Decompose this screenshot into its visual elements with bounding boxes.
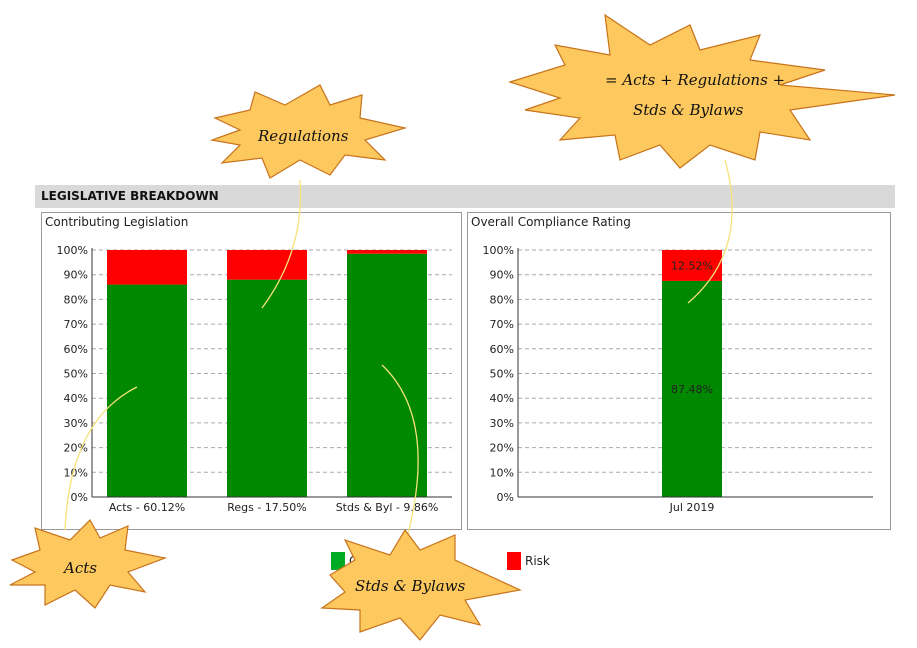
y-tick-label: 0% (497, 491, 514, 504)
bar-compliant (347, 253, 427, 497)
y-tick-label: 70% (64, 318, 88, 331)
y-tick-label: 80% (490, 293, 514, 306)
legend-swatch (507, 552, 521, 570)
y-tick-label: 20% (490, 442, 514, 455)
bar-risk (227, 250, 307, 280)
y-tick-label: 70% (490, 318, 514, 331)
y-tick-label: 10% (64, 466, 88, 479)
y-tick-label: 30% (64, 417, 88, 430)
y-tick-label: 0% (71, 491, 88, 504)
y-tick-label: 40% (490, 392, 514, 405)
y-tick-label: 90% (64, 269, 88, 282)
x-tick-label: Regs - 17.50% (227, 501, 307, 514)
data-label: 12.52% (671, 259, 713, 272)
chart-title: Overall Compliance Rating (471, 215, 631, 229)
y-tick-label: 50% (64, 368, 88, 381)
legend-compliant: C (331, 552, 357, 570)
x-tick-label: Stds & Byl - 9.86% (336, 501, 439, 514)
y-tick-label: 100% (483, 244, 514, 257)
y-tick-label: 60% (490, 343, 514, 356)
chart-title: Contributing Legislation (45, 215, 189, 229)
overall-compliance-panel: Overall Compliance Rating (467, 212, 891, 530)
legend-label: Risk (525, 554, 550, 568)
y-tick-label: 50% (490, 368, 514, 381)
y-tick-label: 20% (64, 442, 88, 455)
y-tick-label: 30% (490, 417, 514, 430)
data-label: 87.48% (671, 383, 713, 396)
y-tick-label: 80% (64, 293, 88, 306)
legend-label: C (349, 554, 358, 568)
section-header: LEGISLATIVE BREAKDOWN (35, 185, 895, 208)
legend-swatch (331, 552, 345, 570)
x-tick-label: Jul 2019 (669, 501, 715, 514)
bar-compliant (227, 279, 307, 497)
y-tick-label: 90% (490, 269, 514, 282)
bar-compliant (662, 280, 722, 497)
y-tick-label: 100% (57, 244, 88, 257)
y-tick-label: 40% (64, 392, 88, 405)
x-tick-label: Acts - 60.12% (109, 501, 185, 514)
bar-risk (347, 250, 427, 254)
bar-compliant (107, 284, 187, 497)
y-tick-label: 10% (490, 466, 514, 479)
legend-risk: Risk (507, 552, 550, 570)
bar-risk (107, 250, 187, 285)
contributing-legislation-panel: Contributing Legislation (41, 212, 462, 530)
y-tick-label: 60% (64, 343, 88, 356)
